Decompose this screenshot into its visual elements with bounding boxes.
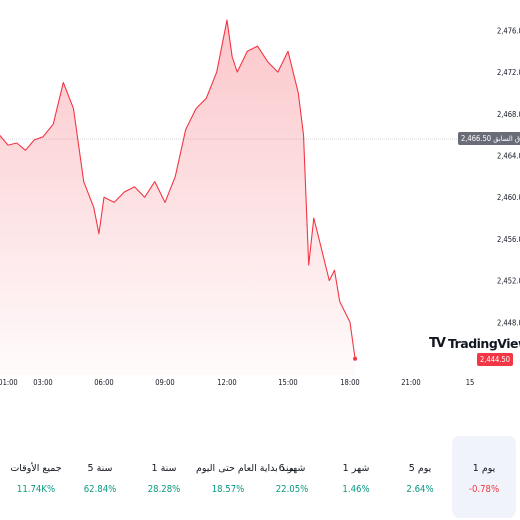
x-tick-label: 21:00: [401, 378, 420, 387]
period-tab[interactable]: منذ بداية العام حتى اليوم 18.57%: [196, 436, 294, 518]
period-label: 5 سنة: [87, 463, 113, 474]
period-change-value: 18.57%: [211, 484, 245, 495]
period-tab[interactable]: 1 سنة 28.28%: [132, 436, 196, 518]
period-tab[interactable]: 5 يوم 2.64%: [388, 436, 452, 518]
y-tick-label: 2,452.00: [497, 277, 520, 286]
period-change-value: 22.05%: [275, 484, 309, 495]
previous-close-value: 2,466.50: [461, 134, 492, 143]
x-tick-label: 01:00: [0, 378, 18, 387]
x-axis: 01:00 03:00 06:00 09:00 12:00 15:00 18:00 21:00…: [0, 378, 474, 387]
period-label: 6 شهر: [278, 463, 306, 474]
period-tab[interactable]: جميع الأوقات 11.74K%: [4, 436, 68, 518]
period-tab[interactable]: 1 يوم -0.78%: [452, 436, 516, 518]
period-tab[interactable]: 5 سنة 62.84%: [68, 436, 132, 518]
period-change-value: 2.64%: [406, 484, 434, 495]
period-change-value: -0.78%: [468, 484, 500, 495]
y-tick-label: 2,476.00: [497, 26, 520, 35]
x-tick-label: 15:00: [278, 378, 297, 387]
y-axis: 2,448.00 2,452.00 2,456.00 2,460.00 2,464.00…: [497, 26, 520, 327]
x-tick-label: 03:00: [33, 378, 52, 387]
x-tick-label: 18:00: [340, 378, 359, 387]
price-area-fill: [0, 20, 356, 375]
previous-close-badge: الإغلاق السابق 2,466.50: [458, 132, 520, 145]
tradingview-mark-icon: TV: [429, 335, 446, 351]
x-tick-label: 12:00: [217, 378, 236, 387]
last-price-point: [353, 356, 358, 361]
y-tick-label: 2,464.00: [497, 152, 520, 161]
y-tick-label: 2,456.00: [497, 235, 520, 244]
price-line-series[interactable]: [0, 19, 356, 359]
y-tick-label: 2,460.00: [497, 193, 520, 202]
period-label: منذ بداية العام حتى اليوم: [196, 463, 294, 474]
tradingview-logo[interactable]: TV TradingView: [429, 334, 520, 352]
tradingview-logo-text: TradingView: [447, 335, 520, 351]
y-tick-label: 2,472.00: [497, 68, 520, 77]
period-label: 5 يوم: [408, 463, 432, 474]
period-label: جميع الأوقات: [10, 463, 62, 474]
last-price-badge: 2,444.50: [477, 353, 514, 366]
x-tick-label: 09:00: [155, 378, 174, 387]
period-tab[interactable]: 1 شهر 1.46%: [324, 436, 388, 518]
y-tick-label: 2,468.00: [497, 110, 520, 119]
performance-periods: 1 يوم -0.78% 5 يوم 2.64% 1 شهر 1.46% 6 شهر 22.0…: [4, 436, 516, 518]
price-chart[interactable]: 2,448.00 2,452.00 2,456.00 2,460.00 2,464.00…: [0, 0, 520, 400]
period-change-value: 1.46%: [342, 484, 370, 495]
period-label: 1 يوم: [472, 463, 496, 474]
period-label: 1 سنة: [151, 463, 177, 474]
period-label: 1 شهر: [342, 463, 370, 474]
period-tab[interactable]: 6 شهر 22.05%: [260, 436, 324, 518]
y-tick-label: 2,448.00: [497, 318, 520, 327]
x-tick-label: 15: [466, 378, 475, 387]
period-change-value: 11.74K%: [16, 484, 56, 495]
previous-close-label: الإغلاق السابق: [493, 134, 520, 143]
period-change-value: 28.28%: [147, 484, 181, 495]
x-tick-label: 06:00: [94, 378, 113, 387]
period-change-value: 62.84%: [83, 484, 117, 495]
